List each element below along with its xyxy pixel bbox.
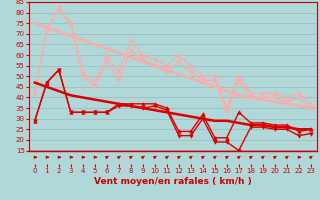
X-axis label: Vent moyen/en rafales ( km/h ): Vent moyen/en rafales ( km/h ) [94, 177, 252, 186]
